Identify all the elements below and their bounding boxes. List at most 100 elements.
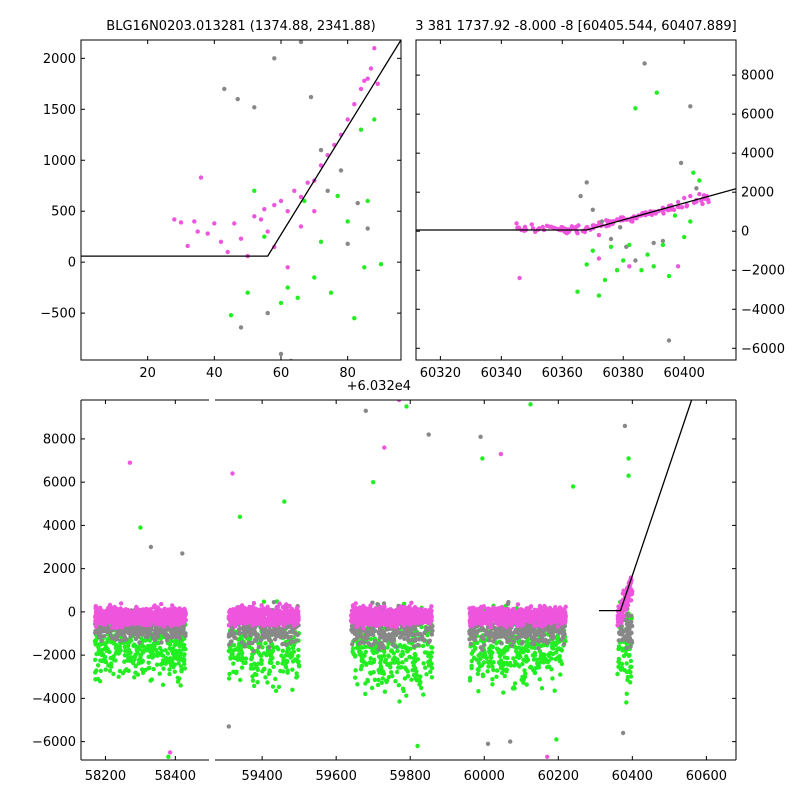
data-point bbox=[93, 657, 98, 662]
data-point bbox=[385, 645, 390, 650]
data-point bbox=[469, 658, 474, 664]
data-point bbox=[553, 642, 558, 648]
data-point bbox=[274, 613, 279, 618]
data-point bbox=[490, 644, 496, 650]
data-point bbox=[388, 612, 393, 617]
data-point bbox=[688, 193, 693, 199]
data-point bbox=[96, 619, 102, 624]
data-point bbox=[506, 599, 511, 605]
data-point bbox=[511, 630, 517, 635]
data-point bbox=[150, 646, 155, 652]
data-point bbox=[352, 611, 357, 617]
data-point bbox=[369, 685, 375, 691]
data-point bbox=[368, 642, 373, 647]
data-point bbox=[109, 664, 114, 669]
data-point bbox=[660, 238, 666, 244]
data-point bbox=[234, 670, 239, 676]
data-point bbox=[97, 679, 103, 684]
data-point bbox=[96, 615, 101, 620]
data-point bbox=[252, 661, 257, 666]
data-point bbox=[372, 117, 377, 122]
x-tick-label: 80 bbox=[339, 366, 356, 381]
x-tick-label: 40 bbox=[206, 366, 223, 381]
data-point bbox=[358, 629, 363, 634]
data-point bbox=[171, 664, 176, 670]
data-point bbox=[116, 630, 121, 635]
data-point bbox=[140, 650, 146, 655]
data-point bbox=[352, 102, 357, 107]
data-point bbox=[355, 682, 360, 687]
data-point bbox=[182, 661, 187, 667]
data-point bbox=[478, 656, 483, 662]
data-point bbox=[118, 601, 124, 606]
data-point bbox=[529, 645, 535, 650]
data-point bbox=[678, 160, 684, 166]
data-point bbox=[252, 105, 257, 110]
data-point bbox=[259, 637, 264, 642]
data-point bbox=[228, 655, 233, 660]
data-point bbox=[419, 624, 424, 630]
data-point bbox=[378, 262, 384, 267]
data-point bbox=[175, 639, 180, 645]
data-point bbox=[602, 277, 608, 283]
data-point bbox=[154, 631, 159, 637]
data-point bbox=[375, 682, 381, 688]
data-point bbox=[426, 663, 432, 668]
x-tick-label: 60380 bbox=[603, 366, 644, 381]
data-point bbox=[394, 644, 399, 649]
data-point bbox=[229, 621, 234, 627]
data-point bbox=[352, 653, 358, 658]
data-point bbox=[408, 626, 413, 631]
plot-area-1 bbox=[416, 61, 736, 343]
data-point bbox=[270, 684, 276, 689]
data-point bbox=[549, 628, 554, 633]
data-point bbox=[654, 90, 659, 95]
y-tick-label: 1000 bbox=[43, 154, 76, 169]
data-point bbox=[256, 661, 261, 666]
data-point bbox=[282, 635, 287, 640]
data-point bbox=[352, 637, 357, 643]
x-tick-label: 60340 bbox=[481, 366, 522, 381]
data-point bbox=[474, 630, 480, 635]
data-point bbox=[372, 677, 378, 682]
data-point bbox=[109, 635, 115, 641]
data-point bbox=[362, 78, 367, 84]
data-point bbox=[240, 614, 246, 619]
data-point bbox=[167, 635, 172, 640]
data-point bbox=[373, 617, 378, 622]
data-point bbox=[372, 46, 377, 51]
data-point bbox=[163, 658, 169, 663]
data-point bbox=[212, 221, 217, 226]
data-point bbox=[272, 621, 277, 627]
data-point bbox=[490, 677, 495, 682]
data-point bbox=[115, 607, 120, 612]
data-point bbox=[96, 645, 101, 650]
data-point bbox=[389, 648, 394, 653]
data-point bbox=[392, 660, 397, 665]
data-point bbox=[383, 611, 388, 616]
data-point bbox=[420, 637, 425, 642]
data-point bbox=[231, 661, 236, 666]
data-point bbox=[175, 656, 181, 662]
data-point bbox=[192, 219, 197, 224]
data-point bbox=[120, 632, 125, 637]
data-point bbox=[257, 611, 262, 616]
data-point bbox=[409, 600, 414, 605]
data-point bbox=[277, 621, 283, 626]
data-point bbox=[312, 209, 317, 214]
data-point bbox=[296, 647, 301, 653]
data-point bbox=[149, 652, 154, 658]
data-point bbox=[491, 639, 496, 644]
y-tick-label: 0 bbox=[741, 225, 749, 240]
data-point bbox=[404, 657, 409, 662]
data-point bbox=[285, 265, 290, 270]
data-point bbox=[239, 644, 244, 649]
data-point bbox=[429, 665, 435, 671]
data-point bbox=[386, 653, 391, 658]
data-point bbox=[706, 199, 711, 205]
x-tick-label: 20 bbox=[139, 366, 156, 381]
data-point bbox=[427, 607, 433, 612]
data-point bbox=[259, 661, 264, 666]
data-point bbox=[158, 662, 164, 667]
